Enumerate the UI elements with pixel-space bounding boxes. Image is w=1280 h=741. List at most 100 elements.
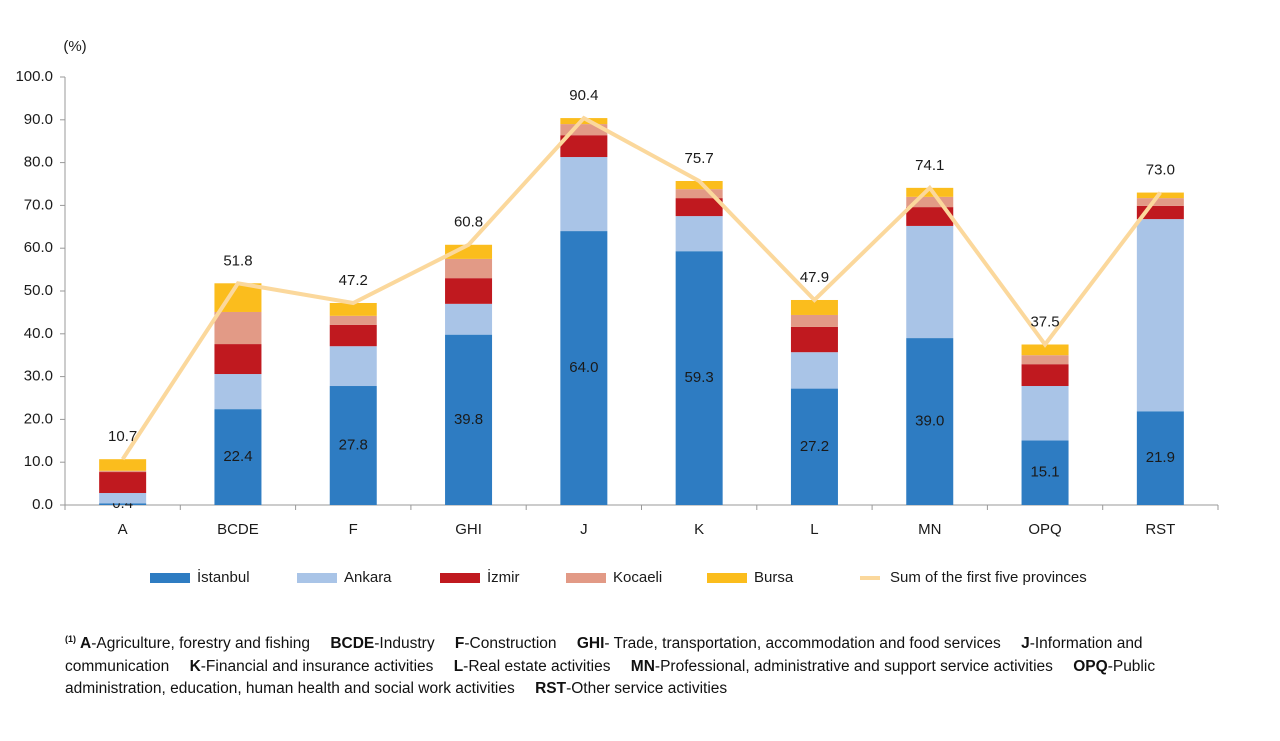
footnote-text: -Industry bbox=[374, 635, 435, 653]
y-tick-label: 60.0 bbox=[24, 239, 53, 256]
x-tick-label: BCDE bbox=[217, 521, 259, 538]
bar-segment bbox=[329, 386, 377, 505]
bar-segment bbox=[99, 503, 147, 505]
bar-segment bbox=[445, 244, 493, 259]
bar-segment bbox=[445, 334, 493, 505]
bar-segment bbox=[1021, 386, 1069, 441]
line-value-label: 74.1 bbox=[915, 157, 944, 174]
x-tick-label: F bbox=[349, 521, 358, 538]
bar-segment bbox=[675, 189, 723, 199]
bar-segment bbox=[99, 459, 147, 471]
footnote-text: -Financial and insurance activities bbox=[200, 657, 434, 675]
bar-segment bbox=[906, 338, 954, 505]
footnote-item: BCDE-Industry bbox=[330, 635, 434, 652]
sum-line bbox=[120, 115, 1162, 461]
bar-segment bbox=[445, 303, 493, 335]
bar-segment bbox=[329, 302, 377, 316]
line-value-label: 60.8 bbox=[454, 214, 483, 231]
footnote-code: OPQ bbox=[1073, 657, 1108, 675]
y-tick-label: 90.0 bbox=[24, 111, 53, 128]
bar-segment bbox=[1021, 355, 1069, 365]
x-tick-label: OPQ bbox=[1028, 521, 1061, 538]
footnote-code: A bbox=[80, 635, 92, 653]
footnote-item: K-Financial and insurance activities bbox=[190, 658, 434, 675]
footnote-text: -Real estate activities bbox=[463, 657, 611, 675]
line-value-label: 90.4 bbox=[569, 87, 598, 104]
bar-segment bbox=[560, 135, 608, 158]
footnote-text: - Trade, transportation, accommodation a… bbox=[604, 635, 1001, 653]
footnote-item: F-Construction bbox=[455, 635, 557, 652]
footnote-code: GHI bbox=[576, 635, 605, 653]
bar-segment bbox=[214, 344, 262, 375]
legend-swatch bbox=[297, 573, 337, 583]
footnote-text: -Information and communication bbox=[65, 635, 1143, 675]
footnote: (1) A-Agriculture, forestry and fishing B… bbox=[65, 628, 1225, 701]
bar-segment bbox=[790, 314, 838, 327]
bar-segment bbox=[329, 315, 377, 325]
footnote-item: RST-Other service activities bbox=[535, 680, 727, 697]
bar-segment bbox=[99, 470, 147, 473]
bar-segment bbox=[790, 388, 838, 505]
bar-segment bbox=[99, 493, 147, 504]
legend-label: İstanbul bbox=[197, 568, 250, 586]
bar-segment bbox=[790, 299, 838, 315]
bar-segment bbox=[675, 216, 723, 252]
line-value-label: 37.5 bbox=[1030, 313, 1059, 330]
y-tick-label: 40.0 bbox=[24, 325, 53, 342]
footnote-text: -Professional, administrative and suppor… bbox=[654, 657, 1053, 675]
bar-segment bbox=[675, 251, 723, 505]
line-value-label: 47.2 bbox=[339, 272, 368, 289]
legend-swatch bbox=[440, 573, 480, 583]
bar-segment bbox=[560, 124, 608, 136]
legend-label: Ankara bbox=[344, 569, 392, 586]
footnote-item: GHI- Trade, transportation, accommodatio… bbox=[577, 635, 1001, 652]
bar-segment bbox=[1136, 219, 1184, 412]
bar-value-label: 15.1 bbox=[1030, 464, 1059, 481]
bar-value-label: 59.3 bbox=[685, 369, 714, 386]
bar-segment bbox=[906, 187, 954, 197]
line-value-label: 51.8 bbox=[223, 252, 252, 269]
footnote-item: J-Information and communication bbox=[65, 635, 1143, 675]
legend-swatch bbox=[707, 573, 747, 583]
bar-segment bbox=[560, 231, 608, 505]
footnote-code: MN bbox=[630, 657, 655, 675]
y-axis-label: (%) bbox=[63, 38, 86, 55]
footnote-text: -Other service activities bbox=[566, 680, 728, 698]
x-tick-label: J bbox=[580, 521, 588, 538]
footnote-item: MN-Professional, administrative and supp… bbox=[631, 658, 1053, 675]
line-value-label: 75.7 bbox=[685, 150, 714, 167]
bar-segment bbox=[99, 472, 147, 494]
bar-segment bbox=[560, 118, 608, 125]
footnote-item: OPQ-Public administration, education, hu… bbox=[65, 658, 1155, 698]
y-tick-label: 20.0 bbox=[24, 410, 53, 427]
footnote-marker: (1) bbox=[65, 634, 76, 644]
x-tick-label: RST bbox=[1145, 521, 1175, 538]
bar-segment bbox=[1021, 440, 1069, 505]
footnote-code: J bbox=[1021, 635, 1030, 653]
bar-segment bbox=[1136, 411, 1184, 505]
bar-segment bbox=[445, 258, 493, 279]
legend-label: Bursa bbox=[754, 569, 794, 586]
bar-segment bbox=[445, 278, 493, 304]
bar-segment bbox=[329, 346, 377, 387]
bar-segment bbox=[790, 352, 838, 389]
footnote-item: A-Agriculture, forestry and fishing bbox=[80, 635, 310, 652]
bar-value-label: 22.4 bbox=[223, 448, 252, 465]
y-tick-label: 100.0 bbox=[15, 68, 53, 85]
bar-segment bbox=[560, 157, 608, 232]
footnote-code: L bbox=[453, 657, 464, 675]
footnote-text: -Public administration, education, human… bbox=[65, 657, 1156, 698]
y-tick-label: 0.0 bbox=[32, 496, 53, 513]
legend-label: İzmir bbox=[487, 568, 520, 586]
footnote-text: -Construction bbox=[464, 635, 557, 653]
y-tick-label: 70.0 bbox=[24, 196, 53, 213]
footnote-item: L-Real estate activities bbox=[454, 658, 611, 675]
line-value-label: 47.9 bbox=[800, 269, 829, 286]
bar-segment bbox=[1136, 198, 1184, 206]
footnote-code: F bbox=[454, 635, 465, 653]
line-value-label: 73.0 bbox=[1146, 162, 1175, 179]
legend-label: Kocaeli bbox=[613, 569, 662, 586]
x-tick-label: MN bbox=[918, 521, 941, 538]
bar-segment bbox=[1021, 344, 1069, 356]
